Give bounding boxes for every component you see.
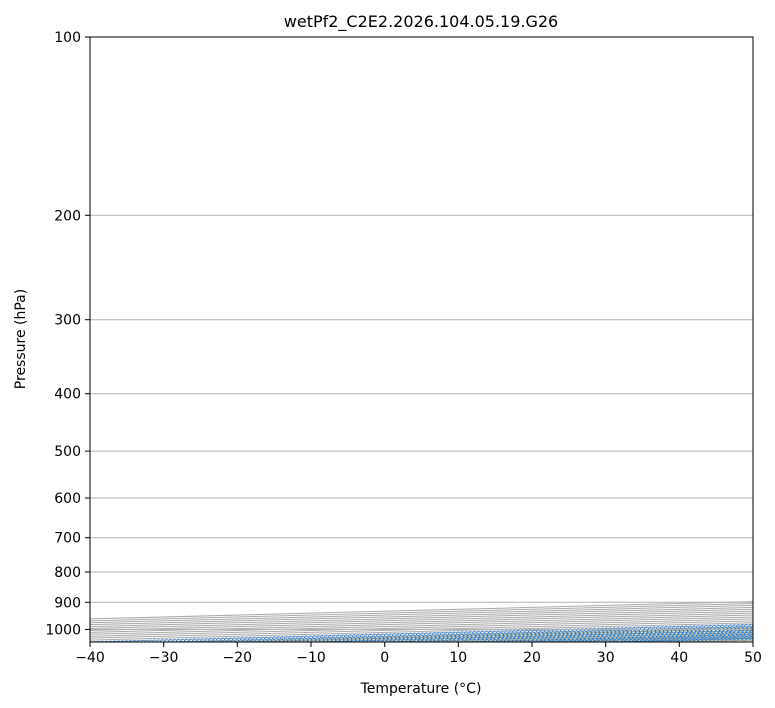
isotherm-line [752,641,753,642]
y-tick-label: 500 [54,444,81,460]
x-tick-label: 10 [449,650,467,666]
chart-title: wetPf2_C2E2.2026.104.05.19.G26 [284,12,558,32]
x-tick-label: 40 [670,650,688,666]
pressure-gridlines [90,37,753,630]
plot-frame [89,36,754,643]
y-tick-label: 400 [54,387,81,403]
y-tick-label: 900 [54,595,81,611]
plot-area [90,37,753,642]
x-tick-label: −40 [75,650,105,666]
x-tick-label: 30 [597,650,615,666]
y-tick-label: 100 [54,30,81,46]
x-tick-label: 20 [523,650,541,666]
y-tick-label: 600 [54,491,81,507]
y-tick-label: 200 [54,208,81,224]
x-tick-label: 0 [380,650,389,666]
x-tick-label: 50 [744,650,762,666]
y-tick-label: 800 [54,565,81,581]
y-axis-label: Pressure (hPa) [13,289,29,389]
x-tick-label: −20 [223,650,253,666]
axis-ticks: −40 −30 −20 −10 0 10 20 30 40 50 100 200 300 400 500 60… [45,30,762,666]
x-tick-label: −30 [149,650,179,666]
x-axis-label: Temperature (°C) [360,681,482,697]
y-tick-label: 300 [54,313,81,329]
y-tick-label: 700 [54,531,81,547]
y-tick-label: 1000 [45,622,81,638]
x-tick-label: −10 [296,650,326,666]
